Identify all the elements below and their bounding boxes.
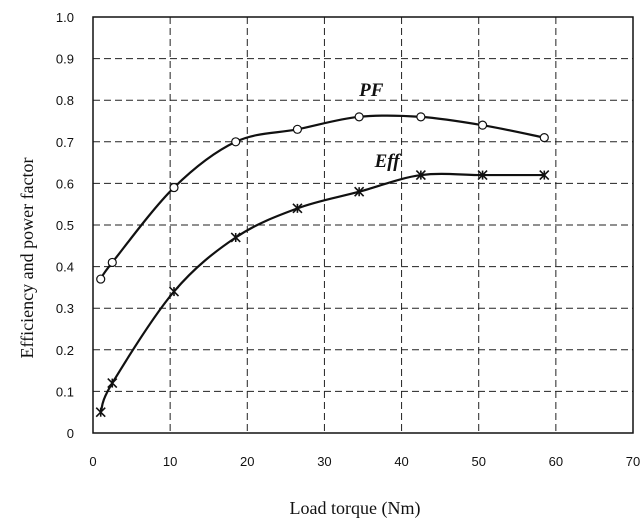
- y-tick-label: 0.4: [56, 260, 74, 275]
- y-tick-label: 0.9: [56, 52, 74, 67]
- y-tick-labels: 0 0.1 0.2 0.3 0.4 0.5 0.6 0.7 0.8 0.9 1.0: [56, 10, 74, 441]
- marker-eff: [539, 170, 550, 181]
- y-tick-label: 1.0: [56, 10, 74, 25]
- series-labels: PF Eff: [358, 80, 401, 172]
- y-tick-label: 0.5: [56, 218, 74, 233]
- y-tick-label: 0.2: [56, 343, 74, 358]
- marker-pf: [292, 124, 303, 134]
- marker-eff: [107, 378, 118, 389]
- x-tick-label: 20: [240, 454, 254, 469]
- x-tick-label: 10: [163, 454, 177, 469]
- y-tick-label: 0.1: [56, 384, 74, 399]
- series-label-pf: PF: [358, 80, 384, 101]
- series-line-pf: [99, 114, 545, 280]
- plot-frame: [92, 16, 634, 434]
- marker-pf: [107, 257, 117, 268]
- x-tick-label: 70: [626, 454, 640, 469]
- y-tick-label: 0: [67, 426, 74, 441]
- marker-pf: [96, 274, 106, 284]
- marker-pf: [354, 112, 364, 122]
- marker-eff: [477, 170, 488, 181]
- x-tick-label: 40: [394, 454, 408, 469]
- marker-pf: [231, 137, 241, 147]
- x-axis-title: Load torque (Nm): [290, 498, 421, 519]
- series-layer: [95, 112, 550, 418]
- y-tick-label: 0.6: [56, 176, 74, 191]
- marker-pf: [477, 120, 488, 130]
- marker-eff: [415, 170, 426, 181]
- x-tick-label: 0: [89, 454, 96, 469]
- marker-pf: [539, 133, 549, 143]
- x-tick-label: 60: [549, 454, 563, 469]
- marker-eff: [230, 232, 241, 243]
- marker-eff: [292, 203, 303, 214]
- x-tick-label: 30: [317, 454, 331, 469]
- series-label-eff: Eff: [374, 151, 402, 172]
- marker-eff: [95, 407, 106, 418]
- marker-pf: [169, 182, 179, 193]
- y-tick-label: 0.7: [56, 135, 74, 150]
- marker-eff: [168, 286, 180, 297]
- grid: [93, 17, 633, 433]
- x-tick-labels: 0 10 20 30 40 50 60 70: [89, 454, 640, 469]
- x-tick-label: 50: [471, 454, 485, 469]
- marker-pf: [416, 112, 426, 122]
- y-tick-label: 0.3: [56, 301, 74, 316]
- y-axis-title: Efficiency and power factor: [17, 157, 37, 358]
- marker-eff: [354, 186, 365, 197]
- series-line-eff: [99, 172, 545, 413]
- y-tick-label: 0.8: [56, 93, 74, 108]
